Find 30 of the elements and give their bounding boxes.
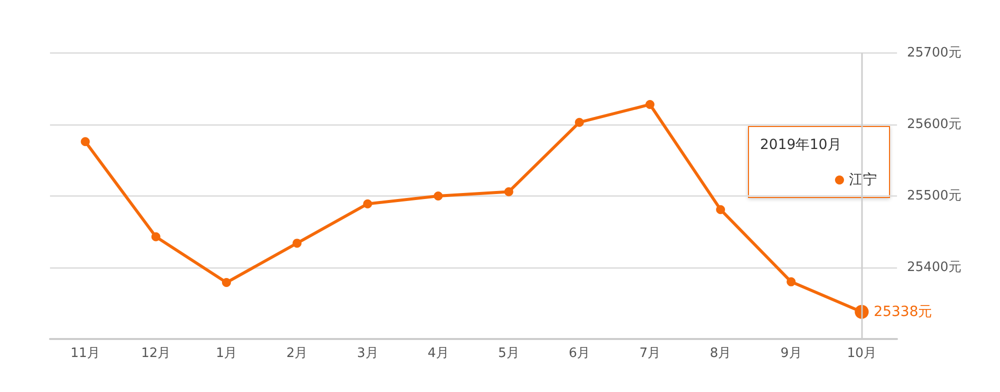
x-tick-label: 4月	[428, 346, 449, 361]
y-tick-label: 25400元	[907, 260, 962, 275]
point	[80, 137, 90, 146]
point	[574, 118, 584, 127]
x-tick-label: 6月	[568, 346, 590, 361]
x-tick-label: 12月	[141, 346, 171, 361]
x-tick-label: 10月	[846, 346, 876, 361]
point	[504, 187, 514, 196]
x-tick-label: 5月	[498, 346, 520, 361]
point	[151, 232, 160, 242]
x-tick-label: 3月	[356, 346, 378, 361]
y-tick-label: 25600元	[907, 117, 962, 132]
data-label: 25338元	[874, 304, 932, 320]
legend-label: 江宁	[849, 172, 877, 188]
annotation: 2019年10月	[760, 136, 842, 154]
point	[363, 199, 372, 208]
point	[786, 277, 796, 286]
x-tick-label: 8月	[710, 346, 732, 361]
x-tick-label: 7月	[639, 346, 661, 361]
y-tick-label: 25500元	[907, 188, 962, 204]
x-tick-label: 9月	[780, 346, 802, 361]
point	[292, 238, 302, 248]
point	[716, 205, 726, 214]
x-tick-label: 2月	[286, 346, 308, 361]
point	[434, 192, 443, 200]
y-tick-label: 25700元	[907, 46, 962, 60]
x-tick-label: 1月	[216, 346, 238, 361]
point	[645, 100, 654, 109]
x-tick-label: 11月	[70, 346, 100, 361]
point	[222, 278, 231, 288]
